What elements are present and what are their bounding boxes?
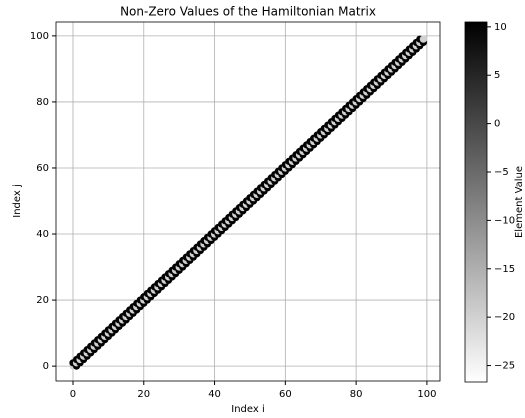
x-axis-label: Index i [231,404,265,415]
x-tick-label: 60 [279,389,292,400]
colorbar-tick-label: 10 [494,22,507,33]
plot-frame [55,21,441,382]
y-tick-label: 20 [36,295,49,306]
y-tick-label: 0 [43,361,49,372]
colorbar-tick-label: 0 [494,119,500,130]
colorbar-tick-label: −15 [494,264,515,275]
colorbar-tick-label: 5 [494,70,500,81]
y-axis-label: Index j [12,184,23,218]
y-tick-label: 40 [36,229,49,240]
x-tick-label: 100 [417,389,436,400]
colorbar [464,21,488,383]
x-tick-label: 20 [137,389,150,400]
x-tick-label: 80 [350,389,363,400]
y-tick-label: 100 [30,31,49,42]
y-tick-label: 80 [36,97,49,108]
colorbar-tick-label: −10 [494,215,515,226]
colorbar-label: Element Value [514,166,525,238]
x-tick-label: 40 [208,389,221,400]
colorbar-tick-label: −20 [494,312,515,323]
x-tick-label: 0 [70,389,76,400]
colorbar-tick-label: −25 [494,361,515,372]
chart-title: Non-Zero Values of the Hamiltonian Matri… [120,5,376,19]
colorbar-tick-label: −5 [494,167,509,178]
y-tick-label: 60 [36,163,49,174]
point [419,35,427,43]
